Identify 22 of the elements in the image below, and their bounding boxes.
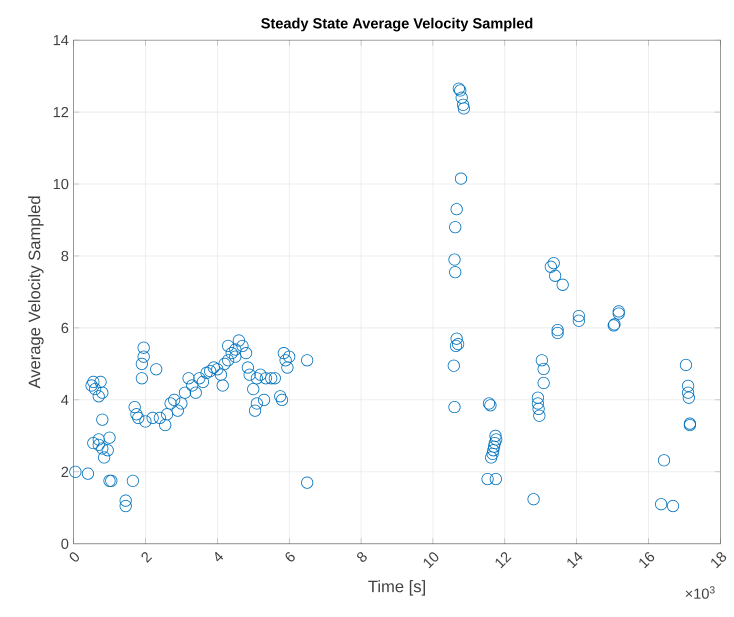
chart-title: Steady State Average Velocity Sampled — [261, 18, 532, 32]
text: ×10$^{3}$ — [686, 586, 715, 599]
x-tick-label: 12 — [496, 552, 512, 568]
x-axis-title: Time [s] — [368, 580, 425, 596]
x-tick-label: 10 — [424, 552, 438, 568]
x-tick-label: 6 — [286, 552, 295, 562]
x-tick-label: 0 — [70, 552, 79, 562]
y-tick-label: 6 — [62, 322, 68, 333]
y-tick-label: 14 — [54, 34, 68, 45]
x-tick-label: 4 — [215, 552, 224, 562]
y-tick-label: 0 — [61, 538, 68, 549]
x-tick-label: 18 — [711, 552, 726, 568]
y-tick-label: 8 — [61, 250, 68, 261]
y-tick-label: 4 — [61, 394, 68, 405]
y-tick-label: 2 — [62, 466, 68, 477]
y-axis-title: Average Velocity Sampled — [28, 196, 44, 388]
y-tick-label: 12 — [54, 106, 68, 117]
x-tick-label: 16 — [639, 552, 654, 568]
x-tick-label: 2 — [141, 552, 152, 563]
x-tick-label: 14 — [567, 552, 583, 568]
y-tick-label: 10 — [54, 178, 68, 189]
x-tick-label: 8 — [357, 552, 367, 562]
